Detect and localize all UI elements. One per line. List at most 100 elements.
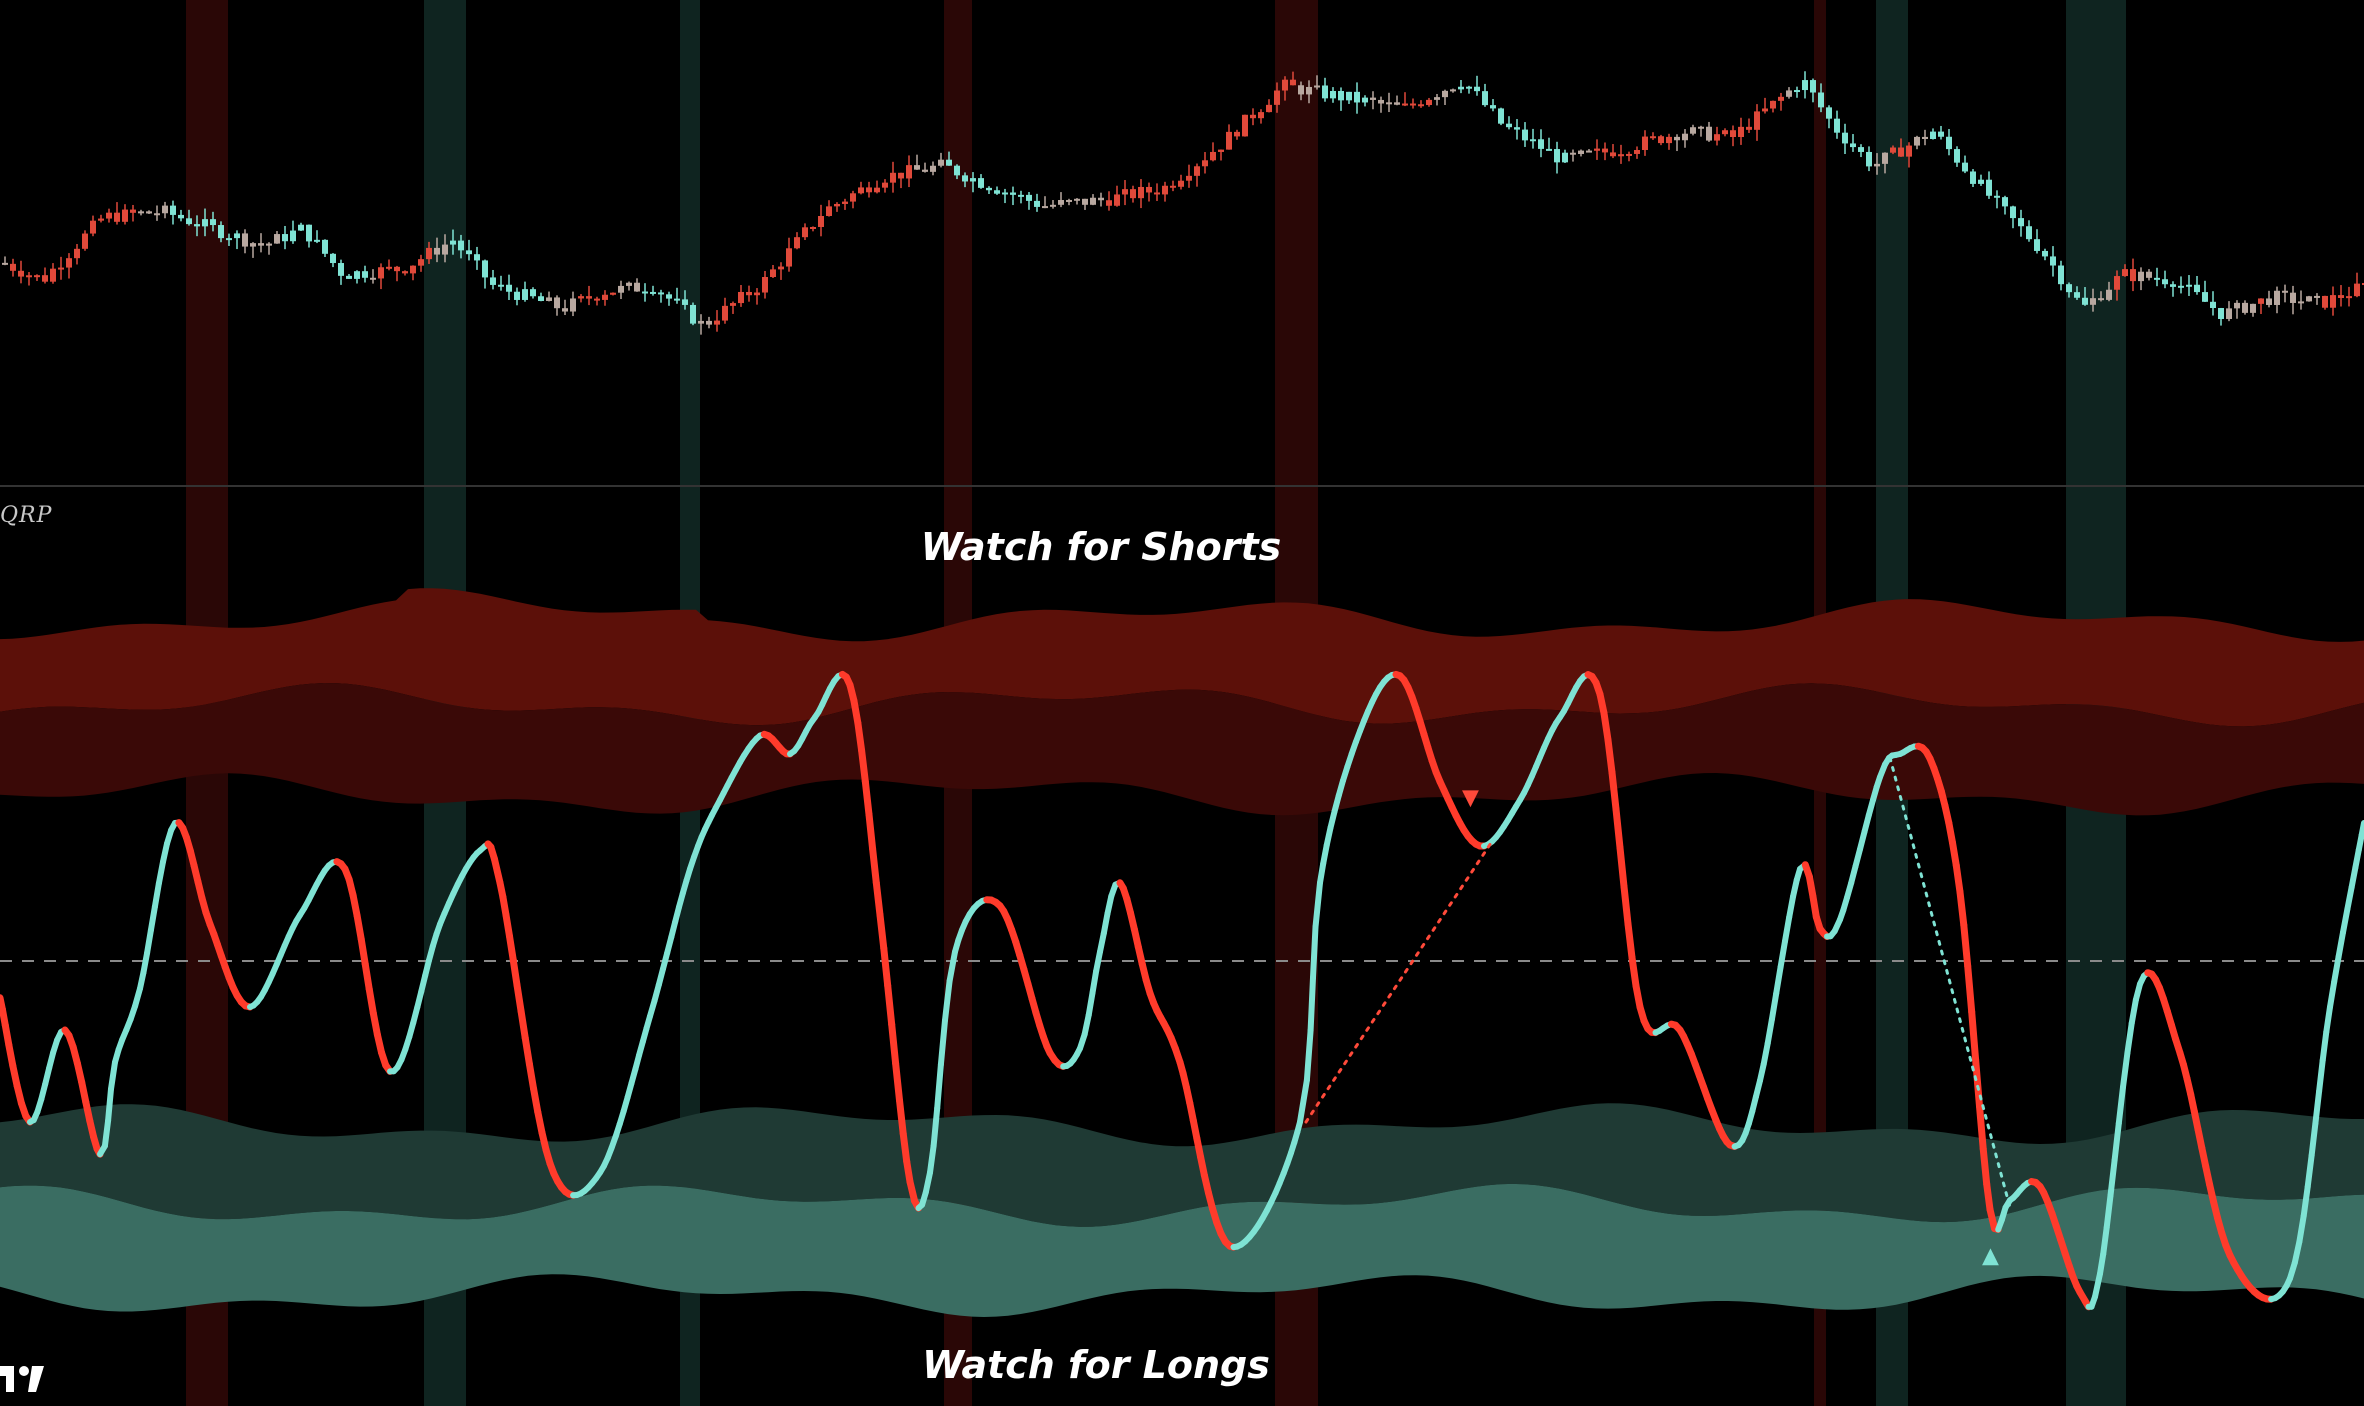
price-candle — [1874, 163, 1880, 167]
price-candle — [1938, 131, 1944, 137]
price-candle — [1922, 136, 1928, 140]
price-candle — [1034, 200, 1040, 207]
price-candle — [1834, 118, 1840, 133]
price-candle — [130, 209, 136, 213]
price-candle — [1378, 99, 1384, 104]
price-candle — [90, 220, 96, 234]
price-candle — [522, 289, 528, 300]
oscillator-segment — [1320, 842, 1330, 867]
price-candle — [1730, 130, 1736, 138]
oscillator-segment — [1764, 1016, 1775, 1047]
price-candle — [954, 165, 960, 176]
price-candle — [170, 205, 176, 215]
price-candle — [762, 277, 768, 293]
price-candle — [1418, 104, 1424, 107]
price-candle — [82, 233, 88, 249]
price-candle — [554, 297, 560, 309]
oscillator-segment — [155, 858, 166, 887]
price-candle — [722, 305, 728, 321]
price-candle — [1666, 136, 1672, 144]
band-upper-inner — [0, 683, 2364, 816]
price-candle — [1746, 126, 1752, 130]
oscillator-segment — [144, 927, 154, 956]
oscillator-segment — [2128, 996, 2139, 1027]
price-candle — [2354, 283, 2360, 297]
price-candle — [2082, 297, 2088, 305]
oscillator-segment — [1297, 1077, 1310, 1125]
price-panel — [2, 71, 2364, 335]
oscillator-segment — [2348, 864, 2359, 891]
price-candle — [2066, 284, 2072, 293]
price-candle — [1490, 105, 1496, 109]
price-candle — [506, 284, 512, 292]
price-candle — [210, 219, 216, 226]
price-candle — [394, 266, 400, 272]
divergence-line-bullish — [1888, 756, 2012, 1210]
price-candle — [818, 215, 824, 227]
oscillator-segment — [1317, 860, 1327, 886]
price-candle — [1562, 152, 1568, 163]
oscillator-segment — [509, 956, 521, 989]
price-candle — [186, 218, 192, 225]
oscillator-segment — [1093, 948, 1103, 974]
price-candle — [1594, 148, 1600, 151]
oscillator-segment — [858, 746, 869, 785]
price-candle — [1786, 90, 1792, 97]
price-candle — [1354, 91, 1360, 103]
price-candle — [938, 159, 944, 166]
price-candle — [546, 297, 552, 301]
price-candle — [1450, 89, 1456, 92]
price-candle — [274, 234, 280, 244]
price-candle — [1650, 136, 1656, 139]
tradingview-logo-icon — [0, 1366, 44, 1392]
oscillator-segment — [108, 1059, 118, 1092]
oscillator-segment — [2107, 1157, 2118, 1199]
price-candle — [2178, 285, 2184, 288]
oscillator-segment — [934, 1061, 944, 1112]
price-candle — [1394, 102, 1400, 105]
oscillator-segment — [1972, 1056, 1983, 1110]
price-candle — [1042, 206, 1048, 209]
price-candle — [738, 291, 744, 304]
oscillator-segment — [2120, 1050, 2131, 1091]
annotation-watch-for-shorts: Watch for Shorts — [920, 525, 1282, 569]
oscillator-segment — [1949, 839, 1960, 870]
price-candle — [242, 233, 248, 247]
oscillator-segment — [506, 932, 517, 964]
oscillator-segment — [490, 855, 504, 887]
price-candle — [2314, 295, 2320, 298]
price-candle — [1858, 147, 1864, 152]
price-candle — [698, 320, 704, 324]
price-candle — [58, 267, 64, 270]
oscillator-segment — [876, 911, 888, 952]
price-candle — [1842, 132, 1848, 144]
oscillator-segment — [513, 981, 525, 1015]
price-candle — [1994, 195, 2000, 198]
price-candle — [1106, 200, 1112, 206]
price-candle — [1738, 126, 1744, 138]
price-candle — [10, 263, 16, 271]
price-candle — [50, 268, 56, 282]
price-candle — [362, 271, 368, 278]
oscillator-segment — [502, 911, 513, 940]
price-candle — [1826, 107, 1832, 119]
price-candle — [402, 271, 408, 274]
price-candle — [1930, 131, 1936, 140]
oscillator-segment — [946, 948, 958, 984]
price-candle — [282, 234, 288, 242]
price-candle — [1946, 136, 1952, 150]
price-candle — [1554, 149, 1560, 163]
band-lower-inner — [0, 1103, 2364, 1227]
price-candle — [650, 291, 656, 294]
price-candle — [2282, 290, 2288, 293]
price-candle — [1706, 126, 1712, 141]
price-candle — [2010, 206, 2016, 219]
price-candle — [18, 270, 24, 277]
price-candle — [1690, 127, 1696, 134]
price-candle — [586, 296, 592, 299]
divergence-marker-bullish: ▲ — [1982, 1244, 1999, 1269]
price-candle — [602, 294, 608, 300]
oscillator-segment — [869, 845, 880, 887]
oscillator-segment — [1616, 844, 1628, 891]
price-candle — [2146, 271, 2152, 278]
